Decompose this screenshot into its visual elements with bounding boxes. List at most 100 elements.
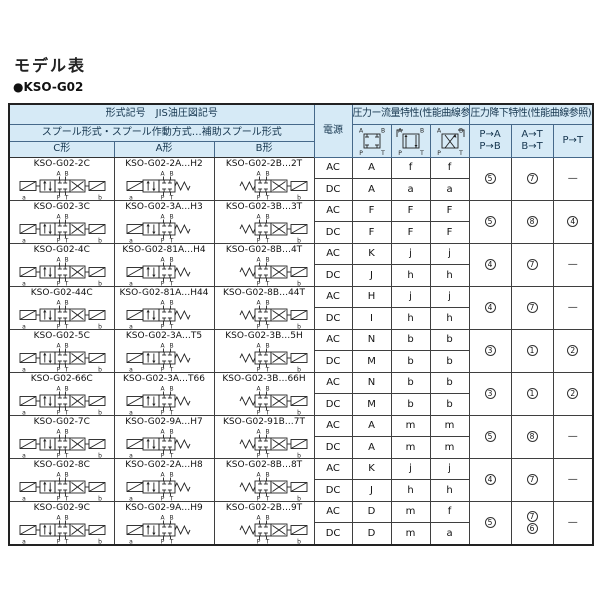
circled-number-wrap: 5 [470,215,510,228]
flow-curve-letter: b [390,350,431,373]
circled-number-wrap: 7 [512,473,552,486]
svg-text:b: b [297,237,301,243]
power-type: AC [313,242,353,265]
flow-curve-letter: a [390,178,431,201]
circled-number-wrap: 3 [470,344,510,357]
svg-text:A: A [160,385,165,392]
flow-curve-letter: M [351,350,392,373]
pressure-drop-curve: 7 [510,156,554,201]
pressure-drop-curve: 1 [510,328,554,373]
circled-number: 7 [526,510,538,522]
circled-number-wrap: 1 [512,387,552,400]
svg-text:P: P [256,323,260,329]
power-type: AC [313,371,353,394]
flow-curve-letter: f [390,156,431,179]
svg-text:a: a [129,452,133,458]
svg-text:P: P [56,452,60,458]
svg-text:P: P [56,323,60,329]
flow-curve-letter: j [390,285,431,308]
svg-text:B: B [380,127,384,134]
flow-curve-letter: a [429,522,470,545]
svg-text:b: b [297,495,301,501]
flow-curve-letter: K [351,242,392,265]
svg-text:A: A [56,342,61,349]
model-code: KSO-G02-81A…H4 [122,244,206,255]
svg-text:T: T [168,495,173,501]
svg-text:T: T [168,194,173,200]
svg-text:T: T [168,366,173,372]
flow-curve-letter: h [429,479,470,502]
pressure-drop-curve: 4 [468,285,512,330]
page-title: モデル表 [14,56,87,75]
svg-text:A: A [160,256,165,263]
flow-curve-letter: J [351,479,392,502]
circled-number: 4 [484,258,496,270]
circled-number-wrap: 7 [512,510,552,523]
svg-text:T: T [264,323,269,329]
header-drop-at-bt: A→T B→T [510,123,554,158]
svg-text:A: A [56,428,61,435]
flow-curve-letter: F [390,199,431,222]
circled-number: 8 [526,430,538,442]
circled-number: 5 [484,516,496,528]
svg-text:T: T [264,237,269,243]
power-type: AC [313,457,353,480]
model-code: KSO-G02-2C [33,158,90,169]
flow-curve-letter: F [429,221,470,244]
svg-text:P: P [160,409,164,415]
svg-text:b: b [98,452,102,458]
circled-number-wrap: 8 [512,215,552,228]
pressure-drop-curve: 5 [468,414,512,459]
circled-number-wrap: 1 [512,344,552,357]
svg-text:T: T [168,323,173,329]
svg-text:a: a [129,366,133,372]
svg-text:b: b [98,194,102,200]
flow-curve-letter: b [429,371,470,394]
svg-text:T: T [264,194,269,200]
header-pressure-drop: 圧力降下特性(性能曲線参照) [468,103,594,125]
pressure-drop-curve: 4 [468,242,512,287]
svg-text:P: P [160,280,164,286]
svg-text:P: P [160,452,164,458]
flow-curve-letter: D [351,522,392,545]
svg-text:b: b [297,409,301,415]
header-form-a: A形 [113,140,215,158]
svg-text:A: A [56,213,61,220]
svg-text:B: B [64,256,68,263]
pressure-drop-curve: 3 [468,328,512,373]
svg-text:a: a [129,409,133,415]
pressure-drop-curve: — [552,457,594,502]
svg-text:A: A [256,514,261,521]
dash: — [567,516,578,528]
svg-text:b: b [297,366,301,372]
svg-text:P: P [359,150,363,156]
flow-curve-letter: F [429,199,470,222]
flow-curve-letter: a [429,178,470,201]
power-type: DC [313,178,353,201]
power-type: AC [313,500,353,524]
circled-number-wrap: 5 [470,172,510,185]
flow-curve-letter: b [429,328,470,351]
svg-text:B: B [169,256,173,263]
svg-text:B: B [64,428,68,435]
circled-number-wrap: 4 [470,301,510,314]
svg-text:A: A [160,342,165,349]
svg-text:B: B [169,385,173,392]
